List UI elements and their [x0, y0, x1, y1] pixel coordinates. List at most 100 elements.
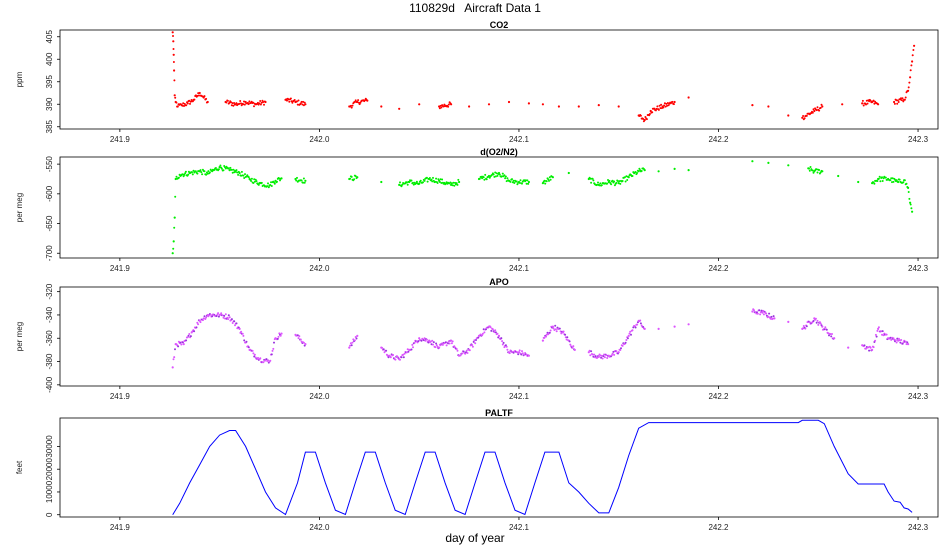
data-point — [278, 332, 281, 335]
x-tick-label: 242.0 — [309, 392, 330, 401]
data-point — [501, 343, 504, 346]
data-point — [548, 176, 551, 179]
data-point — [496, 332, 499, 335]
data-point — [184, 170, 187, 173]
data-point — [203, 315, 206, 318]
data-point — [298, 335, 301, 338]
x-tick-label: 242.3 — [908, 392, 929, 401]
data-point — [874, 333, 877, 336]
data-point — [227, 167, 230, 170]
data-point — [787, 164, 790, 167]
data-point — [889, 179, 892, 182]
data-point — [269, 184, 272, 186]
data-point — [590, 350, 593, 353]
data-point — [897, 180, 900, 184]
data-point — [541, 339, 545, 342]
data-point — [250, 177, 253, 180]
data-point — [435, 177, 438, 180]
data-point — [415, 182, 418, 185]
data-point — [527, 180, 531, 184]
data-point — [198, 91, 201, 95]
data-point — [288, 100, 291, 103]
data-point — [299, 338, 302, 341]
data-point — [464, 352, 467, 355]
data-point — [640, 170, 643, 172]
data-point — [461, 352, 464, 355]
data-point — [264, 100, 267, 104]
data-point — [277, 335, 280, 338]
data-point — [175, 101, 178, 104]
data-point — [877, 327, 880, 330]
data-point — [805, 325, 808, 328]
data-point — [630, 333, 632, 336]
data-point — [621, 344, 624, 347]
data-point — [591, 177, 594, 180]
data-point — [440, 106, 443, 109]
data-point — [756, 312, 759, 315]
data-point — [589, 177, 592, 180]
data-point — [398, 183, 401, 186]
data-point — [296, 100, 298, 103]
data-point — [907, 186, 910, 189]
data-point — [861, 99, 864, 102]
data-point — [880, 330, 883, 333]
data-point — [527, 354, 531, 357]
data-point — [494, 329, 497, 332]
data-point — [233, 102, 236, 104]
data-point — [248, 100, 251, 103]
data-point — [496, 174, 499, 177]
data-point — [482, 328, 485, 331]
data-point — [172, 240, 175, 243]
data-point — [304, 179, 307, 182]
data-point — [613, 180, 616, 183]
data-point — [872, 346, 875, 349]
data-point — [468, 105, 471, 108]
data-point — [687, 323, 690, 326]
data-point — [392, 354, 395, 356]
data-point — [220, 167, 223, 170]
data-point — [266, 185, 269, 188]
data-point — [545, 333, 548, 336]
data-point — [910, 207, 913, 210]
data-point — [871, 348, 874, 351]
data-point — [186, 102, 189, 105]
data-point — [350, 106, 353, 109]
data-point — [552, 327, 555, 330]
data-point — [351, 104, 354, 107]
data-point — [296, 334, 299, 337]
data-point — [821, 105, 824, 108]
data-point — [447, 340, 450, 343]
data-point — [663, 102, 666, 105]
data-point — [751, 104, 754, 107]
data-point — [271, 349, 274, 352]
data-point — [610, 354, 613, 357]
data-point — [769, 317, 772, 320]
data-point — [411, 343, 414, 346]
data-point — [267, 359, 269, 362]
data-point — [814, 317, 817, 320]
data-point — [191, 171, 193, 174]
data-point — [593, 353, 596, 356]
data-point — [490, 329, 493, 332]
data-point — [658, 104, 661, 107]
data-point — [243, 177, 246, 179]
data-point — [823, 328, 826, 331]
data-point — [891, 177, 894, 180]
data-point — [417, 340, 420, 343]
data-point — [238, 327, 241, 330]
data-point — [430, 343, 433, 346]
data-point — [866, 102, 869, 105]
data-point — [172, 40, 175, 43]
data-point — [262, 101, 265, 103]
data-point — [892, 337, 895, 340]
y-tick-label: -340 — [45, 306, 54, 323]
data-point — [621, 180, 624, 182]
data-point — [267, 186, 270, 189]
data-point — [270, 353, 273, 356]
data-point — [441, 178, 444, 181]
panel-frame — [59, 156, 939, 259]
data-point — [234, 324, 236, 327]
data-point — [878, 175, 881, 178]
data-point — [596, 183, 599, 186]
